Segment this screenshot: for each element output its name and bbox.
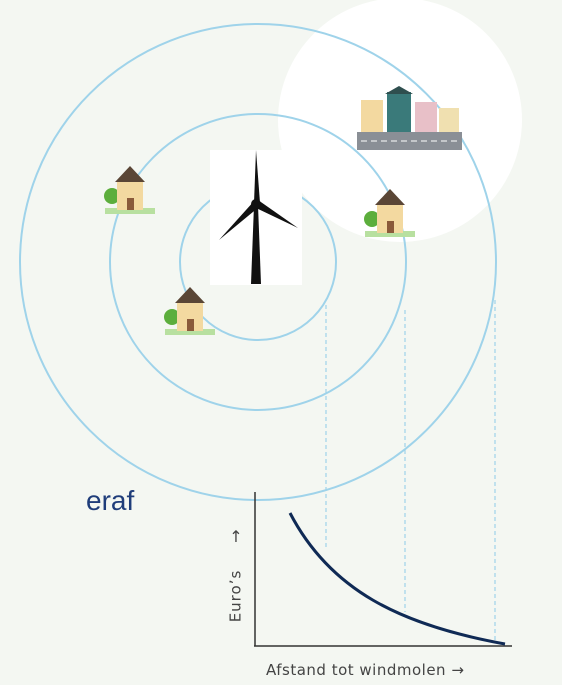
- y-axis-label: Euro’s: [227, 570, 245, 623]
- hub: [251, 199, 261, 209]
- wind-turbine: [210, 150, 302, 285]
- diagram: eraf ↑ Euro’s Afstand tot windmolen →: [0, 0, 562, 685]
- page: eraf ↑ Euro’s Afstand tot windmolen → ((…: [0, 0, 562, 685]
- partial-text: eraf: [86, 485, 134, 516]
- y-axis-arrow: ↑: [229, 527, 242, 546]
- x-axis-label: Afstand tot windmolen →: [266, 661, 464, 679]
